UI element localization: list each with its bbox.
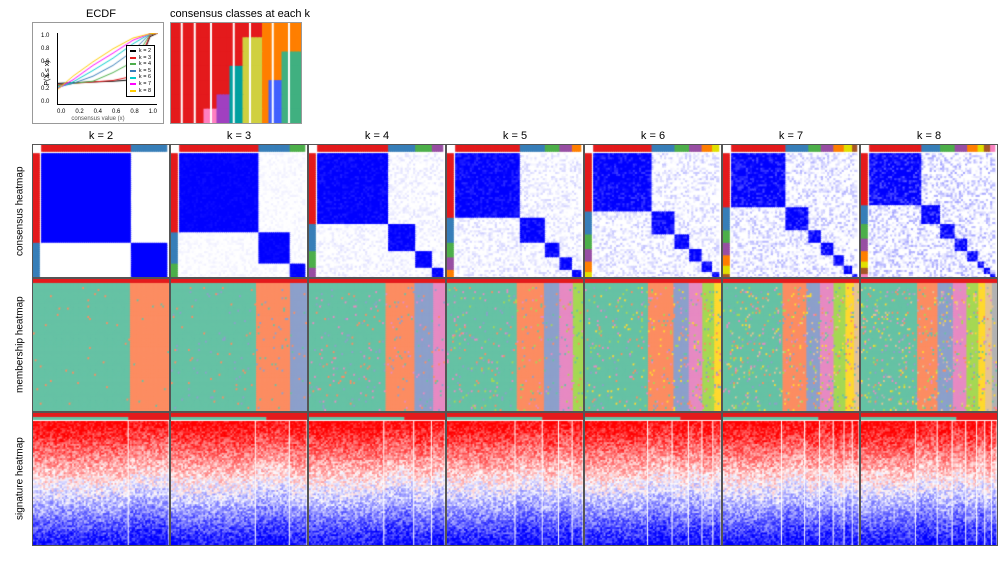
top-row: ECDF P(X ≤ x) 0.00.20.40.60.81.0 0.00.20…	[32, 8, 1000, 124]
column-label: k = 6	[584, 128, 722, 144]
ecdf-plot: P(X ≤ x) 0.00.20.40.60.81.0 0.00.20.40.6…	[32, 22, 164, 124]
ecdf-xlabel: consensus value (x)	[71, 116, 124, 122]
heatmap-canvas	[309, 413, 445, 545]
column-label: k = 5	[446, 128, 584, 144]
heatmap-canvas	[447, 145, 583, 277]
row-label: membership heatmap	[8, 278, 32, 412]
signature-heatmap-cell	[446, 412, 584, 546]
figure-root: ECDF P(X ≤ x) 0.00.20.40.60.81.0 0.00.20…	[8, 8, 1000, 546]
column-label: k = 4	[308, 128, 446, 144]
consensus-heatmap-cell	[308, 144, 446, 278]
heatmap-canvas	[171, 279, 307, 411]
heatmap-canvas	[723, 279, 859, 411]
signature-heatmap-cell	[860, 412, 998, 546]
consensus-heatmap-cell	[32, 144, 170, 278]
consensus-heatmap-cell	[584, 144, 722, 278]
heatmap-canvas	[309, 279, 445, 411]
membership-heatmap-cell	[32, 278, 170, 412]
column-label: k = 7	[722, 128, 860, 144]
consk-canvas	[171, 23, 301, 123]
signature-heatmap-cell	[584, 412, 722, 546]
heatmap-canvas	[171, 145, 307, 277]
column-label: k = 2	[32, 128, 170, 144]
heatmap-canvas	[861, 145, 997, 277]
membership-heatmap-cell	[308, 278, 446, 412]
heatmap-canvas	[585, 413, 721, 545]
heatmap-canvas	[585, 279, 721, 411]
consensus-heatmap-cell	[446, 144, 584, 278]
consensus-heatmap-cell	[170, 144, 308, 278]
column-label: k = 3	[170, 128, 308, 144]
column-label: k = 8	[860, 128, 998, 144]
membership-heatmap-cell	[446, 278, 584, 412]
ecdf-legend: k = 2k = 3k = 4k = 5k = 6k = 7k = 8	[126, 45, 155, 97]
consensus-heatmap-cell	[722, 144, 860, 278]
row-label: signature heatmap	[8, 412, 32, 546]
signature-heatmap-cell	[722, 412, 860, 546]
consk-title: consensus classes at each k	[170, 8, 310, 22]
heatmap-canvas	[33, 145, 169, 277]
heatmap-canvas	[723, 145, 859, 277]
membership-heatmap-cell	[860, 278, 998, 412]
signature-heatmap-cell	[308, 412, 446, 546]
ecdf-panel: ECDF P(X ≤ x) 0.00.20.40.60.81.0 0.00.20…	[32, 8, 170, 124]
heatmap-canvas	[171, 413, 307, 545]
signature-heatmap-cell	[32, 412, 170, 546]
heatmap-canvas	[447, 413, 583, 545]
heatmap-grid: k = 2k = 3k = 4k = 5k = 6k = 7k = 8 conse…	[8, 128, 1000, 546]
consk-panel: consensus classes at each k	[170, 8, 310, 124]
heatmap-canvas	[33, 413, 169, 545]
corner-spacer	[8, 128, 32, 144]
heatmap-canvas	[33, 279, 169, 411]
ecdf-xticks: 0.00.20.40.60.81.0	[57, 109, 157, 115]
heatmap-canvas	[309, 145, 445, 277]
consensus-heatmap-cell	[860, 144, 998, 278]
heatmap-canvas	[447, 279, 583, 411]
membership-heatmap-cell	[584, 278, 722, 412]
heatmap-canvas	[861, 413, 997, 545]
signature-heatmap-cell	[170, 412, 308, 546]
ecdf-yticks: 0.00.20.40.60.81.0	[41, 33, 49, 105]
ecdf-title: ECDF	[32, 8, 170, 22]
heatmap-canvas	[585, 145, 721, 277]
membership-heatmap-cell	[170, 278, 308, 412]
heatmap-canvas	[861, 279, 997, 411]
membership-heatmap-cell	[722, 278, 860, 412]
consk-plot	[170, 22, 302, 124]
heatmap-canvas	[723, 413, 859, 545]
row-label: consensus heatmap	[8, 144, 32, 278]
